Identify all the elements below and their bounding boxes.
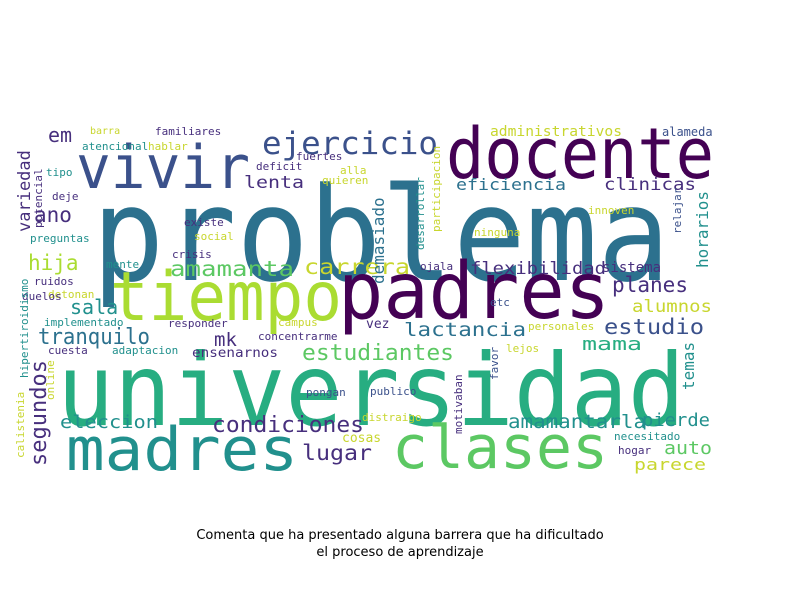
- cloud-word-temas: temas: [679, 342, 698, 390]
- cloud-word-pongan: pongan: [306, 386, 346, 399]
- cloud-word-administrativos: administrativos: [490, 124, 622, 140]
- cloud-word-preguntas: preguntas: [30, 232, 90, 245]
- cloud-word-clases: clases: [392, 413, 608, 483]
- cloud-word-concentrarme: concentrarme: [258, 330, 337, 343]
- cloud-word-atencional: atencional: [82, 140, 148, 153]
- cloud-word-existe: existe: [184, 216, 224, 229]
- cloud-word-etc: etc: [490, 296, 510, 309]
- cloud-word-ano: ano: [34, 203, 72, 227]
- cloud-word-variedad: variedad: [15, 150, 35, 232]
- cloud-word-adaptacion: adaptacion: [112, 344, 178, 357]
- cloud-word-ensenarnos: ensenarnos: [192, 346, 278, 361]
- caption-line-2: el proceso de aprendizaje: [316, 545, 484, 560]
- cloud-word-quieren: quieren: [322, 174, 368, 187]
- cloud-word-auto: auto: [664, 438, 712, 459]
- cloud-word-publico: publico: [370, 385, 416, 398]
- cloud-word-cuesta: cuesta: [48, 344, 88, 357]
- cloud-word-amamanta: amamanta: [170, 257, 294, 281]
- cloud-word-problema: problema: [92, 159, 670, 311]
- cloud-word-planes: planes: [612, 273, 688, 297]
- cloud-word-desarrollar: desarrollar: [414, 177, 427, 250]
- cloud-word-vez: vez: [366, 317, 389, 332]
- cloud-word-em: em: [48, 123, 72, 147]
- cloud-word-mente: mente: [106, 258, 139, 271]
- cloud-word-responder: responder: [168, 317, 228, 330]
- cloud-word-favor: favor: [488, 347, 501, 380]
- cloud-word-participacion: participacion: [430, 146, 443, 232]
- cloud-word-alla: alla: [340, 164, 367, 177]
- cloud-word-sistema: sistema: [602, 260, 661, 276]
- cloud-word-necesitado: necesitado: [614, 430, 680, 443]
- cloud-word-tipo: tipo: [46, 166, 73, 179]
- cloud-word-horarios: horarios: [693, 191, 712, 268]
- cloud-word-campus: campus: [278, 316, 318, 329]
- cloud-word-fuertes: fuertes: [296, 150, 342, 163]
- cloud-word-deficit: deficit: [256, 160, 302, 173]
- cloud-word-clinicas: clinicas: [604, 175, 696, 195]
- cloud-word-amamantarla: amamantarla: [508, 411, 646, 433]
- cloud-word-eficiencia: eficiencia: [456, 175, 566, 194]
- cloud-word-estudiantes: estudiantes: [302, 341, 454, 366]
- cloud-word-lactancia: lactancia: [404, 319, 526, 341]
- cloud-word-condiciones: condiciones: [212, 413, 364, 438]
- cloud-word-flexibilidad: flexibilidad: [470, 259, 606, 279]
- cloud-word-lejos: lejos: [506, 342, 539, 355]
- cloud-word-social: social: [194, 230, 234, 243]
- cloud-word-lugar: lugar: [302, 441, 372, 465]
- cloud-word-alameda: alameda: [662, 125, 713, 139]
- cloud-word-vivir: vivir: [76, 133, 250, 203]
- cloud-word-duelos: duelos: [22, 290, 62, 303]
- cloud-word-padres: padres: [338, 247, 610, 337]
- cloud-word-hablar: hablar: [148, 140, 188, 153]
- cloud-word-parece: parece: [634, 455, 706, 474]
- cloud-word-crisis: crisis: [172, 248, 212, 261]
- cloud-word-universidad: universidad: [57, 332, 685, 449]
- cloud-word-cosas: cosas: [342, 431, 381, 446]
- cloud-word-lenta: lenta: [244, 173, 304, 193]
- cloud-word-innoven: innoven: [588, 204, 634, 217]
- cloud-word-mk: mk: [214, 329, 237, 351]
- cloud-word-pierde: pierde: [642, 410, 710, 431]
- cloud-word-ojala: ojala: [420, 260, 453, 273]
- cloud-word-potencial: potencial: [32, 168, 45, 228]
- cloud-word-detonan: detonan: [48, 288, 94, 301]
- cloud-word-demasiado: demasiado: [369, 197, 388, 284]
- cloud-word-implementado: implementado: [44, 316, 123, 329]
- cloud-word-ruidos: ruidos: [34, 275, 74, 288]
- cloud-word-segundos: segundos: [27, 360, 52, 466]
- cloud-word-calistenia: calistenia: [14, 392, 27, 458]
- cloud-word-docente: docente: [446, 113, 714, 195]
- cloud-word-hogar: hogar: [618, 444, 651, 457]
- cloud-word-ninguna: ninguna: [474, 226, 520, 239]
- cloud-word-barra: barra: [90, 126, 120, 137]
- cloud-word-tranquilo: tranquilo: [38, 325, 150, 350]
- cloud-word-hija: hija: [28, 251, 79, 275]
- cloud-word-mama: mama: [582, 334, 642, 355]
- cloud-word-deje: deje: [52, 190, 79, 203]
- cloud-word-ejercicio: ejercicio: [262, 126, 438, 162]
- cloud-word-online: online: [44, 360, 57, 400]
- cloud-word-eleccion: eleccion: [60, 412, 158, 433]
- cloud-word-madres: madres: [66, 415, 298, 485]
- caption-line-1: Comenta que ha presentado alguna barrera…: [196, 528, 604, 543]
- cloud-word-familiares: familiares: [155, 125, 221, 138]
- cloud-word-hipertiroidismo: hipertiroidismo: [18, 279, 31, 378]
- cloud-word-motivaban: motivaban: [452, 374, 465, 434]
- cloud-word-sala: sala: [70, 295, 118, 319]
- cloud-word-relajar: relajar: [671, 187, 684, 234]
- cloud-word-distraigo: distraigo: [362, 411, 422, 424]
- cloud-word-tiempo: tiempo: [110, 258, 342, 337]
- cloud-word-alumnos: alumnos: [632, 297, 712, 317]
- cloud-word-estudio: estudio: [604, 315, 704, 339]
- cloud-word-carrera: carrera: [304, 255, 410, 279]
- cloud-word-personales: personales: [528, 320, 594, 333]
